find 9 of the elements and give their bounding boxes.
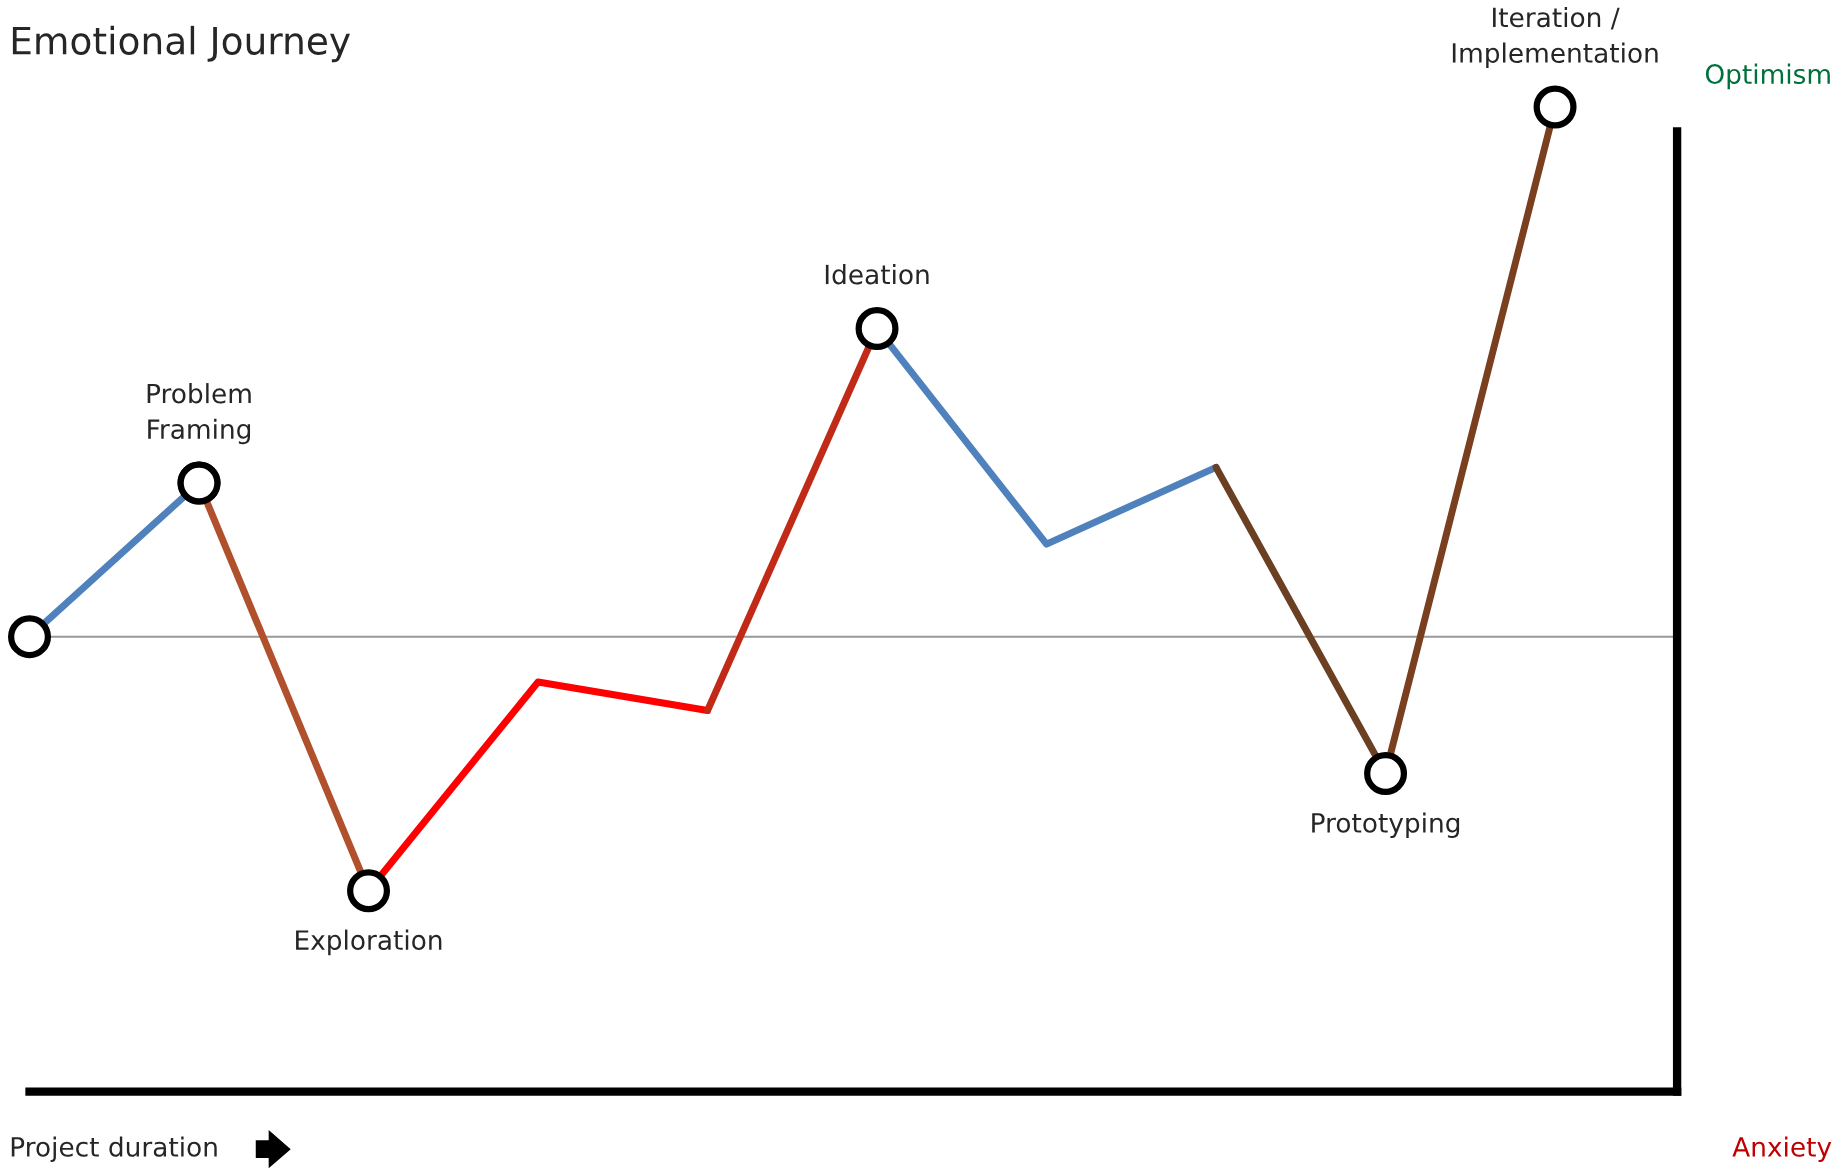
chart-title: Emotional Journey	[12, 25, 350, 63]
annotation: Exploration	[296, 929, 442, 956]
annotation: Prototyping	[1312, 812, 1460, 838]
annotation: Problem Framing	[147, 383, 251, 445]
x-axis-title: Project duration	[11, 1136, 217, 1162]
text: Anxiety	[1732, 1136, 1832, 1162]
annotation: Iteration / Implementation	[1452, 6, 1658, 69]
text: Optimism	[1705, 63, 1830, 90]
annotation: Ideation	[825, 264, 929, 285]
